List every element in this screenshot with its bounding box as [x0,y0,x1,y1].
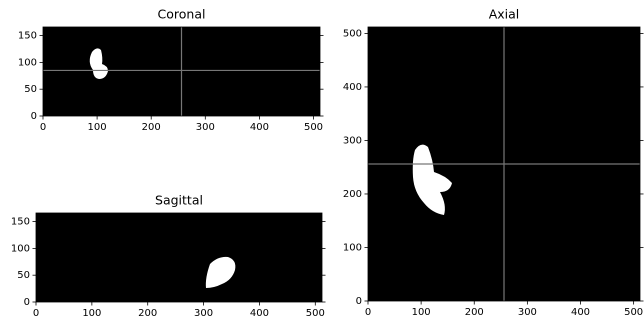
y-tick-label: 0 [356,296,362,307]
x-tick-label: 0 [365,307,371,318]
figure: Coronal0100200300400500050100150Sagittal… [0,0,644,323]
y-tick-label: 150 [11,217,30,228]
axes-title: Sagittal [155,193,203,208]
x-tick-label: 200 [465,307,484,318]
x-tick-label: 400 [250,122,269,133]
sagittal-image [36,213,322,302]
x-tick-label: 300 [196,122,215,133]
y-tick-label: 0 [24,297,30,308]
axes-title: Coronal [158,7,206,22]
y-tick-label: 200 [343,189,362,200]
x-tick-label: 500 [306,308,325,319]
y-tick-label: 500 [343,28,362,39]
y-tick-label: 100 [18,57,37,68]
x-tick-label: 300 [194,308,213,319]
y-tick-label: 0 [31,111,37,122]
x-tick-label: 100 [82,308,101,319]
y-tick-label: 50 [24,84,37,95]
y-tick-label: 150 [18,31,37,42]
y-tick-label: 50 [17,270,30,281]
axes-title: Axial [489,7,520,22]
x-tick-label: 400 [571,307,590,318]
x-tick-label: 200 [142,122,161,133]
x-tick-label: 500 [624,307,643,318]
x-tick-label: 300 [518,307,537,318]
y-tick-label: 100 [11,243,30,254]
x-tick-label: 100 [88,122,107,133]
x-tick-label: 0 [33,308,39,319]
x-tick-label: 0 [40,122,46,133]
x-tick-label: 100 [412,307,431,318]
y-tick-label: 100 [343,242,362,253]
x-tick-label: 500 [304,122,323,133]
x-tick-label: 200 [138,308,157,319]
y-tick-label: 400 [343,82,362,93]
x-tick-label: 400 [250,308,269,319]
y-tick-label: 300 [343,135,362,146]
